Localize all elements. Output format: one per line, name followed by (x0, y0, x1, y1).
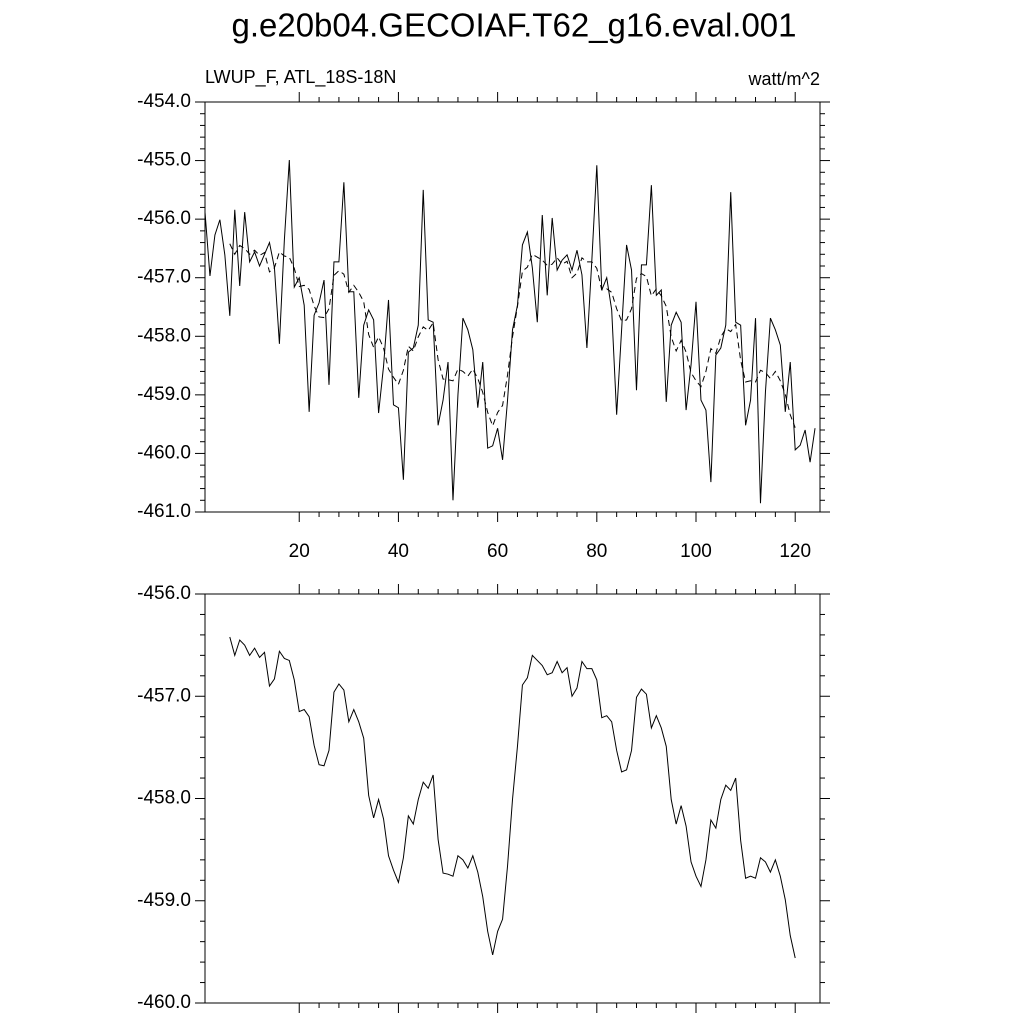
y-tick-label: -460.0 (137, 992, 191, 1013)
y-tick-label: -461.0 (137, 501, 191, 522)
y-tick-label: -457.0 (137, 685, 191, 706)
data-line (229, 636, 796, 959)
x-tick-label: 40 (388, 541, 409, 562)
y-tick-label: -459.0 (137, 384, 191, 405)
data-line (204, 159, 816, 504)
y-tick-label: -459.0 (137, 890, 191, 911)
x-tick-label: 80 (586, 541, 607, 562)
subtitle-left: LWUP_F, ATL_18S-18N (205, 67, 396, 88)
y-tick-label: -457.0 (137, 267, 191, 288)
y-tick-label: -456.0 (137, 208, 191, 229)
y-tick-label: -455.0 (137, 150, 191, 171)
smoothed-line (229, 243, 796, 428)
chart-title: g.e20b04.GECOIAF.T62_g16.eval.001 (231, 7, 796, 44)
y-tick-label: -458.0 (137, 325, 191, 346)
y-tick-label: -458.0 (137, 788, 191, 809)
x-tick-label: 20 (289, 541, 310, 562)
x-tick-label: 100 (680, 541, 712, 562)
plot-frame (204, 101, 821, 513)
y-tick-label: -456.0 (137, 583, 191, 604)
subtitle-right: watt/m^2 (748, 69, 820, 89)
y-tick-label: -454.0 (137, 91, 191, 112)
x-tick-label: 120 (779, 541, 811, 562)
x-tick-label: 60 (487, 541, 508, 562)
y-tick-label: -460.0 (137, 442, 191, 463)
